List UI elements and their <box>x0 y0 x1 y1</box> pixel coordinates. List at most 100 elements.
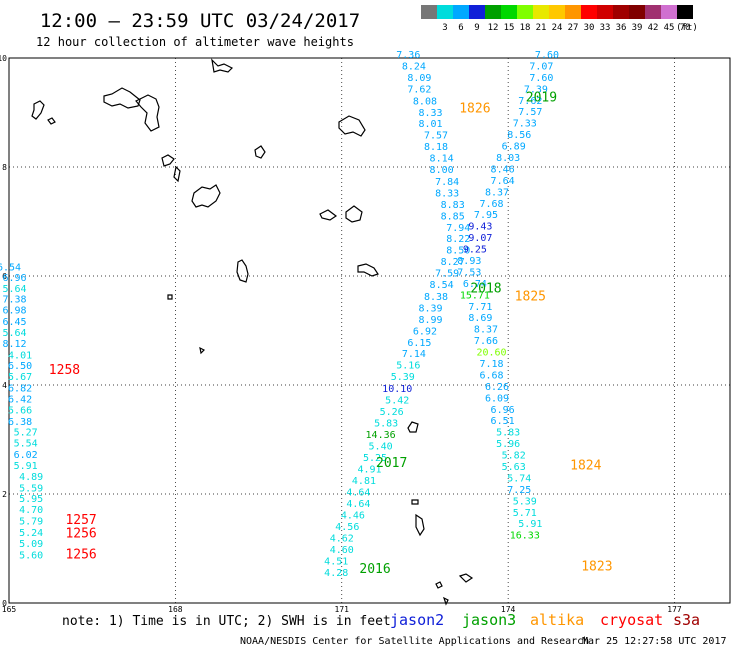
satellite-name: s3a <box>673 611 700 629</box>
island-2 <box>47 117 56 125</box>
swh-value: 8.24 <box>402 61 426 72</box>
swh-value: 6.45 <box>2 317 26 328</box>
swh-value: 8.39 <box>418 303 442 314</box>
swh-value: 5.96 <box>496 439 520 450</box>
swh-value: 8.69 <box>468 313 492 324</box>
swh-value: 6.42 <box>8 394 32 405</box>
swh-value: 8.99 <box>418 315 442 326</box>
pass-time: 1826 <box>459 102 490 117</box>
legend-swatch <box>565 5 581 19</box>
pass-time: 2017 <box>376 456 407 471</box>
island-5 <box>161 154 175 167</box>
swh-value: 5.83 <box>496 428 520 439</box>
swh-value: 4.60 <box>330 545 354 556</box>
swh-value: 4.46 <box>341 511 365 522</box>
color-legend: 3 6 9 12 15 18 21 24 27 30 33 36 39 42 45 70(ft) <box>421 5 698 33</box>
island-3 <box>103 87 141 109</box>
swh-value: 5.64 <box>2 328 26 339</box>
legend-swatch <box>485 5 501 19</box>
pass-time: 1257 <box>65 513 96 528</box>
legend-bin-label: 3 <box>442 23 447 33</box>
swh-value: 8.38 <box>424 292 448 303</box>
swh-value: 7.14 <box>402 349 426 360</box>
swh-value: 5.09 <box>19 539 43 550</box>
swh-value: 6.51 <box>491 416 515 427</box>
pass-time: 1256 <box>65 547 96 562</box>
swh-value: 7.95 <box>474 210 498 221</box>
island-18 <box>411 499 419 505</box>
swh-value: 7.18 <box>479 359 503 370</box>
pass-time: 1825 <box>515 290 546 305</box>
legend-bin-label: 45 <box>664 23 675 33</box>
pass-time: 1258 <box>49 363 80 378</box>
island-6 <box>173 165 181 183</box>
swh-value: 7.64 <box>491 176 515 187</box>
swh-value: 6.74 <box>463 279 487 290</box>
swh-value: 8.93 <box>457 256 481 267</box>
swh-value: 20.60 <box>476 348 506 359</box>
satellite-name: altika <box>530 611 584 629</box>
x-tick-label: 174 <box>501 605 516 614</box>
swh-value: 4.28 <box>324 568 348 579</box>
swh-value: 8.37 <box>474 325 498 336</box>
legend-swatch <box>501 5 517 19</box>
chart-subtitle: 12 hour collection of altimeter wave hei… <box>36 35 354 49</box>
satellite-name: jason2 <box>390 611 444 629</box>
island-22 <box>442 596 449 606</box>
legend-swatch <box>645 5 661 19</box>
swh-value: 8.83 <box>441 200 465 211</box>
swh-value: 8.00 <box>430 165 454 176</box>
island-10 <box>167 294 173 300</box>
swh-value: 5.54 <box>14 439 38 450</box>
x-tick-label: 171 <box>335 605 350 614</box>
island-19 <box>415 513 425 537</box>
x-tick-label: 165 <box>2 605 17 614</box>
island-7 <box>191 184 221 208</box>
swh-value: 4.70 <box>19 505 43 516</box>
y-tick-label: 10 <box>0 54 7 63</box>
swh-value: 7.07 <box>529 61 553 72</box>
swh-value: 5.95 <box>19 494 43 505</box>
swh-value: 4.81 <box>352 476 376 487</box>
island-15 <box>345 205 363 223</box>
swh-value: 7.71 <box>468 302 492 313</box>
legend-bin-label: 15 <box>504 23 515 33</box>
swh-value: 6.98 <box>2 306 26 317</box>
swh-value: 6.68 <box>479 370 503 381</box>
swh-value: 4.64 <box>346 499 370 510</box>
satellite-name: cryosat <box>600 611 663 629</box>
swh-value: 6.96 <box>2 273 26 284</box>
swh-value: 5.91 <box>518 519 542 530</box>
legend-bin-label: 27 <box>568 23 579 33</box>
y-tick-label: 2 <box>2 490 7 499</box>
legend-swatch <box>421 5 437 19</box>
legend-bin-label: 70 <box>680 23 691 33</box>
swh-value: 4.51 <box>324 556 348 567</box>
y-tick-label: 6 <box>2 272 7 281</box>
legend-bin-label: 39 <box>632 23 643 33</box>
swh-value: 10.10 <box>382 384 412 395</box>
island-8 <box>211 58 234 73</box>
pass-time: 2018 <box>470 281 501 296</box>
axis-tick-labels: 165 168 171 174 177 0 2 4 6 8 10 <box>0 54 682 614</box>
swh-value: 5.66 <box>8 405 32 416</box>
swh-value: 6.09 <box>485 393 509 404</box>
swh-value: 8.33 <box>418 108 442 119</box>
legend-bin-label: 33 <box>600 23 611 33</box>
swh-value: 8.85 <box>441 211 465 222</box>
plot-frame <box>8 57 731 604</box>
legend-swatch <box>437 5 453 19</box>
island-21 <box>458 573 474 583</box>
island-11 <box>199 346 206 355</box>
swh-value: 8.09 <box>407 73 431 84</box>
swh-value: 7.38 <box>2 295 26 306</box>
island-14 <box>319 209 338 221</box>
legend-swatch <box>581 5 597 19</box>
legend-bin-label: 6 <box>458 23 463 33</box>
swh-value: 8.03 <box>496 153 520 164</box>
swh-value: 5.83 <box>374 418 398 429</box>
island-20 <box>435 581 443 589</box>
swh-value: 6.82 <box>8 384 32 395</box>
swh-value: 5.24 <box>19 528 43 539</box>
